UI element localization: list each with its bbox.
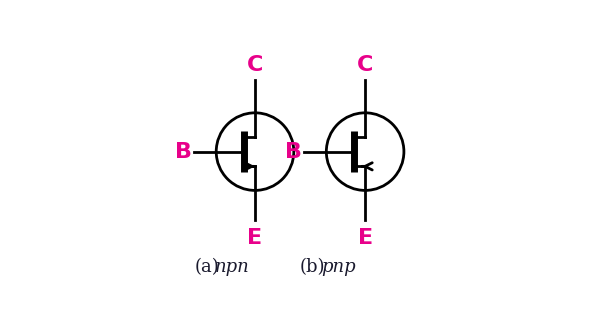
Text: (a): (a): [195, 258, 220, 276]
Text: E: E: [358, 228, 373, 248]
Text: B: B: [175, 142, 192, 162]
Text: npn: npn: [215, 258, 250, 276]
Text: pnp: pnp: [321, 258, 356, 276]
Text: C: C: [247, 55, 263, 75]
Text: (b): (b): [300, 258, 325, 276]
Text: B: B: [286, 142, 302, 162]
Text: E: E: [247, 228, 263, 248]
Text: C: C: [357, 55, 373, 75]
